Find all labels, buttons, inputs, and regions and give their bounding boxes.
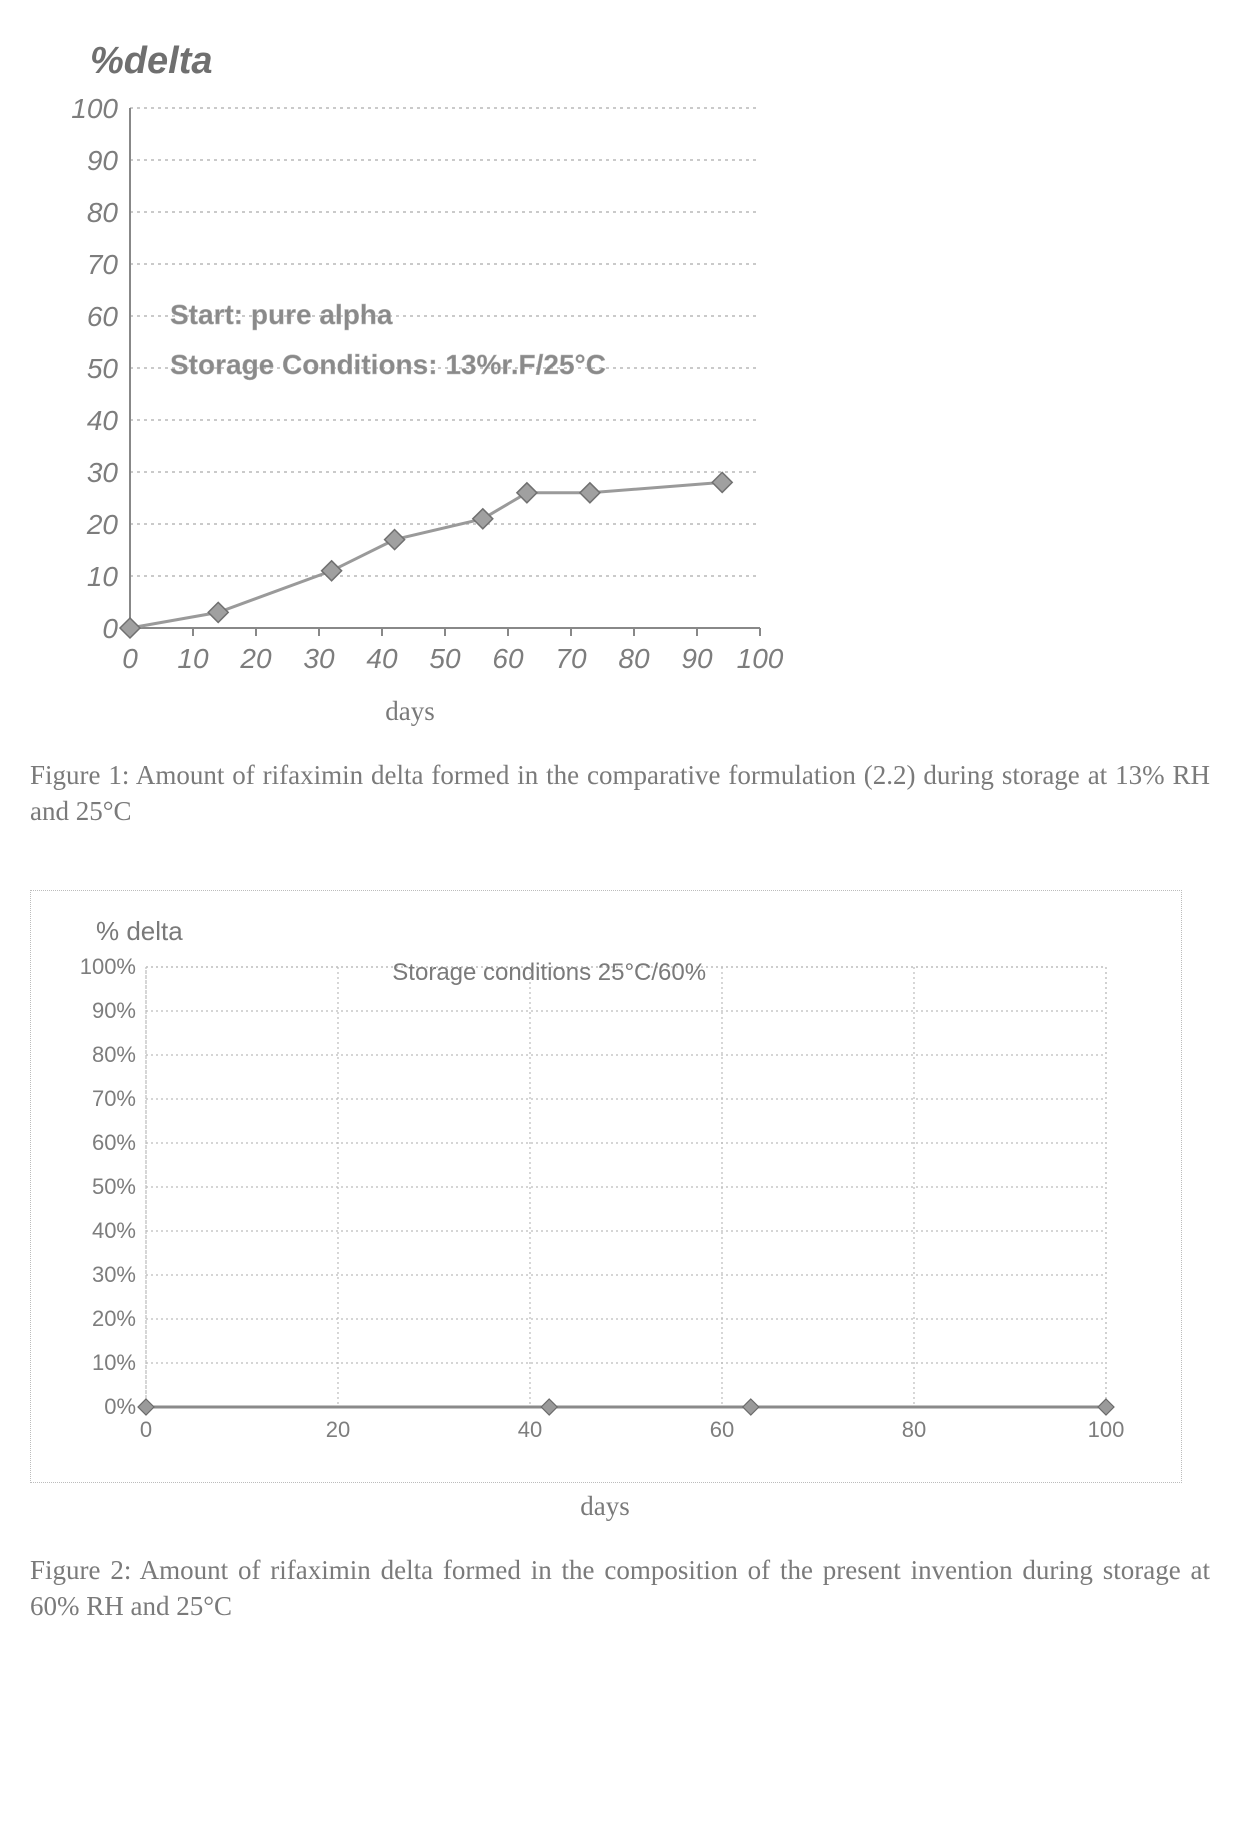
svg-text:70%: 70% — [92, 1086, 136, 1111]
chart2-title: % delta — [96, 916, 1156, 947]
svg-text:90: 90 — [681, 643, 713, 674]
svg-text:100: 100 — [737, 643, 784, 674]
svg-text:100%: 100% — [80, 957, 136, 979]
svg-text:Storage Conditions: 13%r.F/25°: Storage Conditions: 13%r.F/25°C — [170, 349, 606, 380]
svg-text:70: 70 — [87, 249, 119, 280]
chart1-title: %delta — [90, 40, 1210, 83]
svg-text:0: 0 — [140, 1417, 152, 1442]
svg-text:50%: 50% — [92, 1174, 136, 1199]
svg-text:10%: 10% — [92, 1350, 136, 1375]
svg-text:80: 80 — [902, 1417, 926, 1442]
chart2-plot: 0% 10% 20% 30% 40% 50% 60% 70% 80% 90% 100% 0 20 40 60… — [56, 957, 1136, 1457]
chart1-plot: 0 10 20 30 40 50 60 70 80 90 100 0 10 20 30 40 50 60 70 80 9… — [30, 98, 790, 688]
svg-text:20%: 20% — [92, 1306, 136, 1331]
svg-text:40: 40 — [366, 643, 398, 674]
svg-text:80: 80 — [618, 643, 650, 674]
svg-text:40: 40 — [87, 405, 119, 436]
svg-text:90: 90 — [87, 145, 119, 176]
svg-text:20: 20 — [326, 1417, 350, 1442]
svg-text:10: 10 — [87, 561, 119, 592]
svg-text:0%: 0% — [104, 1394, 136, 1419]
svg-text:70: 70 — [555, 643, 587, 674]
figure-2: % delta 0% 10% 20% 30% 40% 50% 60% 70% 80% 90% 100… — [30, 890, 1210, 1522]
svg-text:60: 60 — [492, 643, 524, 674]
svg-text:40: 40 — [518, 1417, 542, 1442]
chart2-frame: % delta 0% 10% 20% 30% 40% 50% 60% 70% 80% 90% 100… — [30, 890, 1182, 1483]
svg-text:0: 0 — [122, 643, 138, 674]
svg-text:60%: 60% — [92, 1130, 136, 1155]
svg-text:30: 30 — [303, 643, 335, 674]
figure-1: %delta 0 10 20 30 40 50 60 70 80 90 100 0 10 20 30 40 50… — [30, 40, 1210, 727]
chart2-xlabel: days — [30, 1491, 1180, 1522]
svg-text:40%: 40% — [92, 1218, 136, 1243]
figure-1-caption: Figure 1: Amount of rifaximin delta form… — [30, 757, 1210, 830]
svg-text:80: 80 — [87, 197, 119, 228]
svg-text:100: 100 — [1088, 1417, 1125, 1442]
svg-text:Start: pure alpha: Start: pure alpha — [170, 299, 393, 330]
chart1-xlabel: days — [30, 696, 790, 727]
svg-text:Storage conditions 25°C/60%: Storage conditions 25°C/60% — [392, 959, 706, 986]
svg-text:50: 50 — [87, 353, 119, 384]
svg-text:30%: 30% — [92, 1262, 136, 1287]
svg-text:90%: 90% — [92, 998, 136, 1023]
svg-text:50: 50 — [429, 643, 461, 674]
figure-2-caption: Figure 2: Amount of rifaximin delta form… — [30, 1552, 1210, 1625]
svg-text:60: 60 — [87, 301, 119, 332]
svg-text:80%: 80% — [92, 1042, 136, 1067]
svg-text:20: 20 — [239, 643, 272, 674]
svg-text:10: 10 — [177, 643, 209, 674]
svg-text:0: 0 — [102, 613, 118, 644]
svg-text:100: 100 — [71, 98, 118, 124]
svg-text:20: 20 — [86, 509, 119, 540]
svg-text:30: 30 — [87, 457, 119, 488]
svg-text:60: 60 — [710, 1417, 734, 1442]
